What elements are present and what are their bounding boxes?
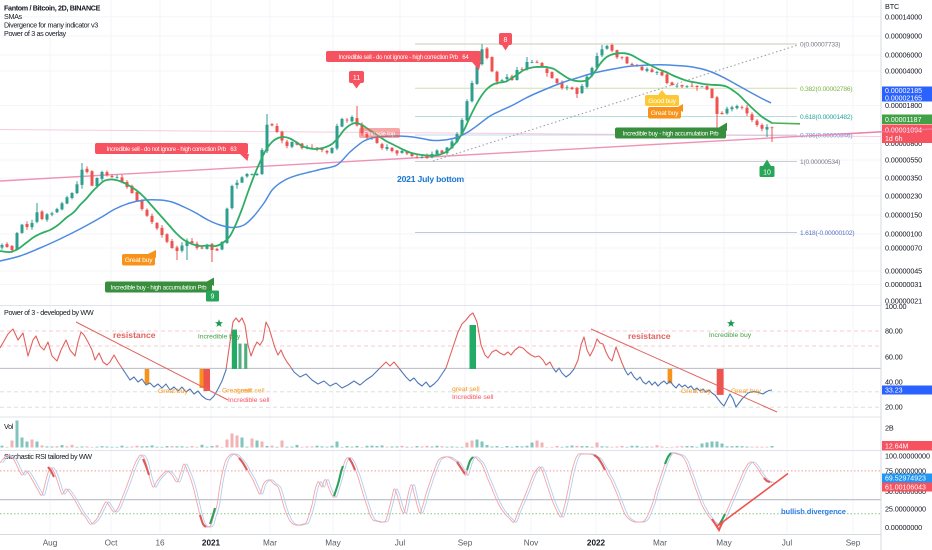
svg-text:Oct: Oct bbox=[105, 539, 118, 548]
svg-text:Mar: Mar bbox=[263, 539, 277, 548]
svg-text:Great buy: Great buy bbox=[681, 388, 711, 395]
svg-text:0(0.00007733): 0(0.00007733) bbox=[800, 42, 840, 49]
svg-text:2B: 2B bbox=[885, 424, 894, 433]
svg-text:0.00000550: 0.00000550 bbox=[885, 156, 922, 165]
svg-text:0.00000000: 0.00000000 bbox=[885, 523, 922, 532]
svg-text:25.00000000: 25.00000000 bbox=[885, 505, 926, 514]
svg-text:resistance: resistance bbox=[628, 331, 671, 341]
svg-text:50.00000000: 50.00000000 bbox=[885, 487, 926, 496]
svg-text:0.00009000: 0.00009000 bbox=[885, 32, 922, 41]
svg-text:0.00006000: 0.00006000 bbox=[885, 51, 922, 60]
svg-text:1.618(-0.00000102): 1.618(-0.00000102) bbox=[800, 230, 854, 237]
svg-text:Jul: Jul bbox=[395, 539, 406, 548]
svg-text:May: May bbox=[716, 539, 732, 548]
svg-text:0.00004000: 0.00004000 bbox=[885, 67, 922, 76]
svg-text:Aug: Aug bbox=[43, 539, 58, 548]
svg-text:0.00000800: 0.00000800 bbox=[885, 139, 922, 148]
svg-text:Pinnacle top: Pinnacle top bbox=[364, 130, 396, 137]
svg-text:8: 8 bbox=[504, 37, 508, 44]
svg-text:0.00000350: 0.00000350 bbox=[885, 174, 922, 183]
svg-text:100.00: 100.00 bbox=[885, 302, 907, 311]
svg-text:60.00: 60.00 bbox=[885, 353, 903, 362]
svg-text:1d 6h: 1d 6h bbox=[885, 136, 903, 143]
svg-text:9: 9 bbox=[211, 294, 215, 301]
svg-text:75.00000000: 75.00000000 bbox=[885, 467, 926, 476]
svg-text:Great buy: Great buy bbox=[651, 110, 679, 117]
svg-text:resistance: resistance bbox=[113, 330, 156, 340]
svg-text:80.00: 80.00 bbox=[885, 327, 903, 336]
svg-text:Incredible sell - do not ignor: Incredible sell - do not ignore - high c… bbox=[339, 55, 470, 61]
svg-text:Great buy: Great buy bbox=[731, 388, 761, 395]
svg-text:May: May bbox=[325, 539, 341, 548]
svg-text:great sell: great sell bbox=[237, 388, 265, 395]
svg-text:0.00000100: 0.00000100 bbox=[885, 230, 922, 239]
svg-text:Incredible buy - high accumula: Incredible buy - high accumulation Prb bbox=[111, 284, 208, 291]
svg-text:BTC: BTC bbox=[885, 2, 899, 11]
svg-text:61.00106043: 61.00106043 bbox=[885, 485, 926, 492]
svg-text:Divergence for many indicator: Divergence for many indicator v3 bbox=[4, 21, 98, 30]
svg-text:0.00000021: 0.00000021 bbox=[885, 297, 922, 306]
svg-text:10: 10 bbox=[763, 169, 771, 176]
svg-text:40.00: 40.00 bbox=[885, 378, 903, 387]
svg-text:Power of 3 - developed by WW: Power of 3 - developed by WW bbox=[4, 308, 94, 317]
svg-text:0.00000070: 0.00000070 bbox=[885, 244, 922, 253]
svg-text:Sep: Sep bbox=[458, 539, 473, 548]
svg-text:0.00000031: 0.00000031 bbox=[885, 280, 922, 289]
svg-text:Nov: Nov bbox=[524, 539, 539, 548]
svg-text:0.00002165: 0.00002165 bbox=[885, 95, 922, 102]
svg-text:0.00001800: 0.00001800 bbox=[885, 101, 922, 110]
svg-text:100.00000000: 100.00000000 bbox=[885, 452, 930, 461]
svg-text:0.00000045: 0.00000045 bbox=[885, 267, 922, 276]
svg-text:Great buy: Great buy bbox=[158, 388, 188, 395]
svg-text:SMAs: SMAs bbox=[4, 12, 23, 21]
svg-text:0.00001187: 0.00001187 bbox=[885, 117, 922, 124]
svg-text:Great buy: Great buy bbox=[125, 257, 153, 264]
svg-text:69.52974923: 69.52974923 bbox=[885, 476, 926, 483]
svg-text:0.618(0.00001482): 0.618(0.00001482) bbox=[800, 114, 852, 121]
svg-text:Incredible buy: Incredible buy bbox=[709, 332, 752, 339]
svg-text:Fantom / Bitcoin, 2D, BINANCE: Fantom / Bitcoin, 2D, BINANCE bbox=[4, 4, 101, 13]
svg-text:2022: 2022 bbox=[587, 539, 606, 548]
svg-text:2021: 2021 bbox=[202, 539, 221, 548]
svg-text:Incredible sell: Incredible sell bbox=[228, 397, 270, 404]
svg-text:1(0.00000534): 1(0.00000534) bbox=[800, 159, 840, 166]
svg-text:0.00002185: 0.00002185 bbox=[885, 88, 922, 95]
svg-text:Incredible buy - high accumula: Incredible buy - high accumulation Prb bbox=[623, 130, 720, 137]
svg-text:Sep: Sep bbox=[846, 539, 861, 548]
svg-text:bullish divergence: bullish divergence bbox=[781, 507, 846, 516]
svg-text:Vol: Vol bbox=[4, 422, 14, 431]
svg-text:16: 16 bbox=[155, 539, 165, 548]
svg-text:Incredible sell - do not ignor: Incredible sell - do not ignore - high c… bbox=[107, 147, 238, 153]
svg-text:0.00000230: 0.00000230 bbox=[885, 192, 922, 201]
svg-text:12.64M: 12.64M bbox=[885, 443, 909, 450]
svg-text:20.00: 20.00 bbox=[885, 403, 903, 412]
svg-text:Good buy: Good buy bbox=[648, 98, 676, 105]
svg-text:Incredible buy: Incredible buy bbox=[198, 334, 241, 341]
svg-text:0.00000150: 0.00000150 bbox=[885, 211, 922, 220]
svg-text:Incredible sell: Incredible sell bbox=[452, 394, 494, 401]
svg-text:2021 July bottom: 2021 July bottom bbox=[397, 174, 465, 184]
svg-text:0.382(0.00002786): 0.382(0.00002786) bbox=[800, 86, 852, 93]
svg-text:0.00014000: 0.00014000 bbox=[885, 12, 922, 21]
svg-text:33.23: 33.23 bbox=[885, 388, 903, 395]
svg-text:11: 11 bbox=[353, 75, 360, 82]
svg-text:Mar: Mar bbox=[653, 539, 667, 548]
svg-text:Stochastic RSI tailored by WW: Stochastic RSI tailored by WW bbox=[4, 452, 92, 461]
svg-text:Jul: Jul bbox=[782, 539, 793, 548]
svg-text:Power of 3 as overlay: Power of 3 as overlay bbox=[4, 29, 67, 38]
svg-text:Great sell: Great sell bbox=[222, 388, 252, 395]
svg-text:great sell: great sell bbox=[452, 386, 480, 393]
